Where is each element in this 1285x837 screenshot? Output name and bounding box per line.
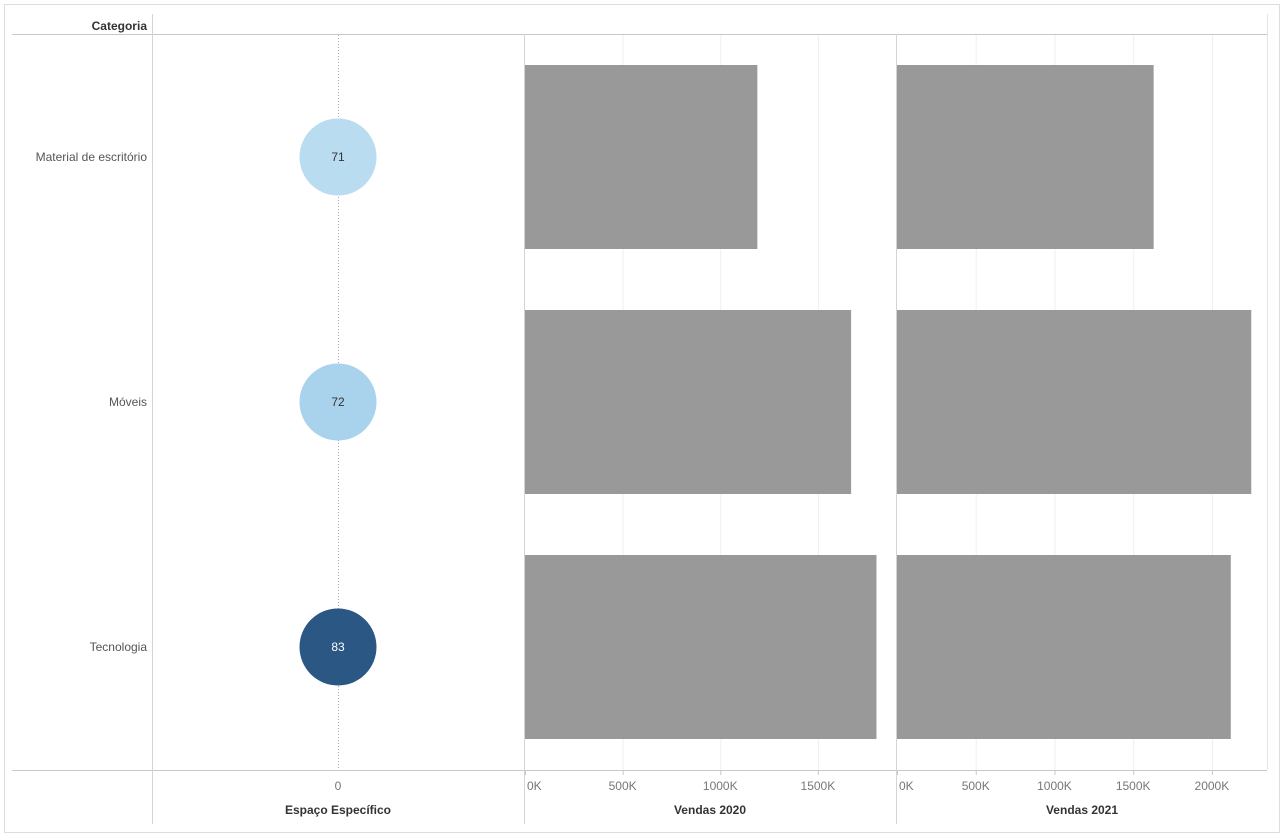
bar-mark bbox=[897, 310, 1252, 494]
x-tick-label: 1500K bbox=[801, 779, 836, 793]
x-tick-label: 0K bbox=[527, 779, 542, 793]
circle-value-label: 71 bbox=[331, 150, 345, 164]
x-tick-label: 500K bbox=[962, 779, 990, 793]
axis-title-espaco: Espaço Específico bbox=[285, 803, 391, 817]
circle-value-label: 72 bbox=[331, 395, 345, 409]
category-label: Material de escritório bbox=[36, 150, 148, 164]
bar-mark bbox=[897, 65, 1154, 249]
bar-mark bbox=[525, 555, 877, 739]
row-header-label: Categoria bbox=[92, 19, 148, 33]
category-label: Tecnologia bbox=[90, 640, 148, 654]
bar-mark bbox=[525, 310, 852, 494]
x-tick-label: 500K bbox=[609, 779, 637, 793]
x-tick-label: 2000K bbox=[1195, 779, 1230, 793]
circle-value-label: 83 bbox=[331, 640, 345, 654]
circle-mark bbox=[299, 608, 377, 686]
axis-title-vendas-2021: Vendas 2021 bbox=[1046, 803, 1118, 817]
bar-mark bbox=[897, 555, 1231, 739]
x-tick-label: 1000K bbox=[1037, 779, 1072, 793]
view-border bbox=[4, 4, 1280, 833]
x-tick-label: 0K bbox=[899, 779, 914, 793]
x-tick-label: 0 bbox=[335, 779, 342, 793]
x-tick-label: 1500K bbox=[1116, 779, 1151, 793]
category-label: Móveis bbox=[109, 395, 147, 409]
circle-mark bbox=[299, 118, 377, 196]
circle-mark bbox=[299, 363, 377, 441]
bar-mark bbox=[525, 65, 758, 249]
x-tick-label: 1000K bbox=[703, 779, 738, 793]
axis-title-vendas-2020: Vendas 2020 bbox=[674, 803, 746, 817]
